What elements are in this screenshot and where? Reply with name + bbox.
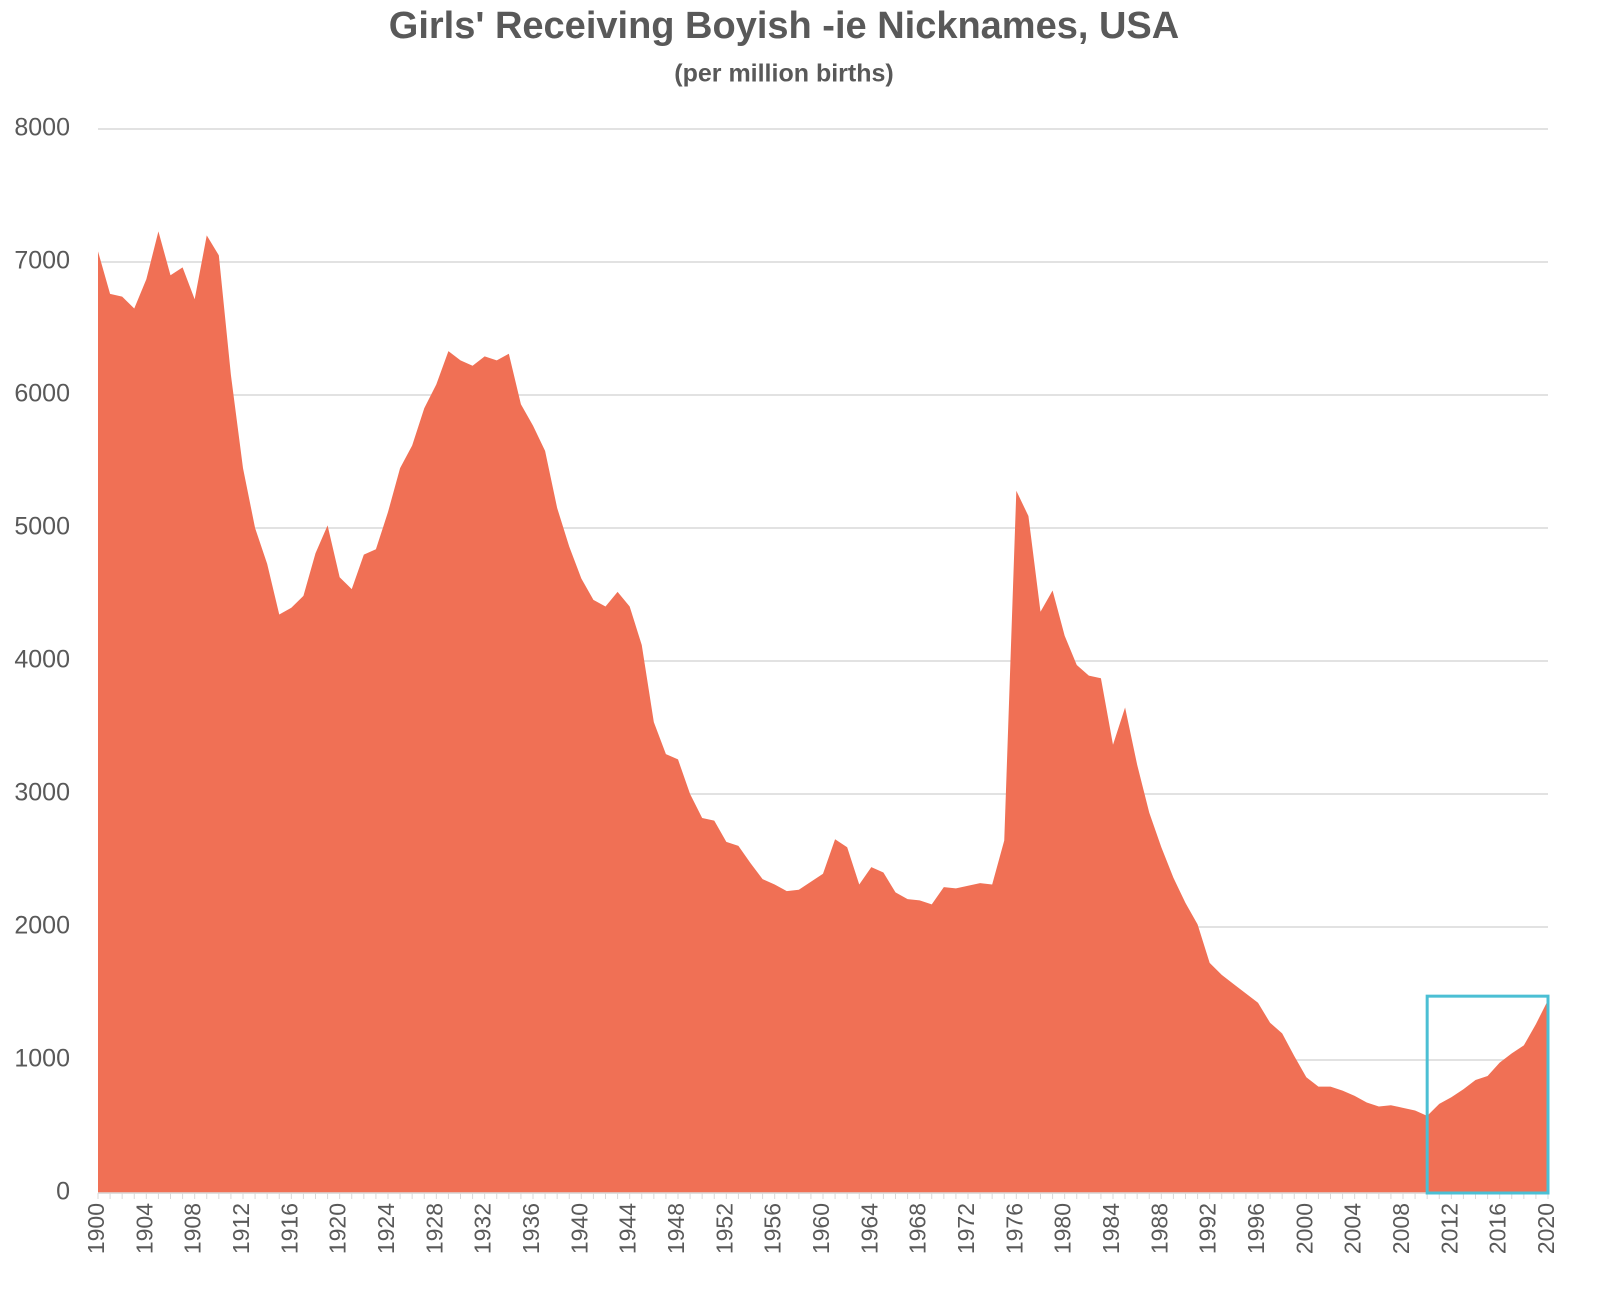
x-tick-label: 1916: [276, 1203, 302, 1254]
x-tick-label: 1948: [663, 1203, 689, 1254]
y-tick-label: 6000: [14, 380, 70, 408]
x-tick-label: 2020: [1533, 1203, 1559, 1254]
x-tick-label: 2012: [1436, 1203, 1462, 1254]
x-tick-label: 1932: [470, 1203, 496, 1254]
x-tick-label: 1920: [325, 1203, 351, 1254]
y-tick-label: 1000: [14, 1045, 70, 1073]
x-tick-label: 1900: [83, 1203, 109, 1254]
x-tick-label: 1992: [1195, 1203, 1221, 1254]
x-tick-label: 1960: [808, 1203, 834, 1254]
x-tick-label: 1924: [373, 1203, 399, 1254]
highlight-box: [1425, 994, 1550, 1195]
x-tick-label: 1944: [615, 1203, 641, 1254]
x-tick-label: 1984: [1098, 1203, 1124, 1254]
y-tick-label: 4000: [14, 646, 70, 674]
x-tick-label: 1996: [1243, 1203, 1269, 1254]
chart-subtitle: (per million births): [674, 60, 893, 88]
x-tick-label: 1988: [1146, 1203, 1172, 1254]
chart-title: Girls' Receiving Boyish -ie Nicknames, U…: [389, 5, 1179, 47]
y-tick-label: 7000: [14, 247, 70, 275]
x-tick-label: 2000: [1291, 1203, 1317, 1254]
x-tick-label: 1964: [856, 1203, 882, 1254]
x-tick-label: 1904: [131, 1203, 157, 1254]
x-tick-label: 2004: [1340, 1203, 1366, 1254]
x-tick-label: 2008: [1388, 1203, 1414, 1254]
x-tick-label: 1980: [1050, 1203, 1076, 1254]
x-tick-label: 1968: [905, 1203, 931, 1254]
y-tick-label: 2000: [14, 912, 70, 940]
x-tick-label: 1928: [421, 1203, 447, 1254]
x-tick-label: 1972: [953, 1203, 979, 1254]
x-tick-label: 1956: [760, 1203, 786, 1254]
x-tick-label: 1912: [228, 1203, 254, 1254]
x-tick-label: 1976: [1001, 1203, 1027, 1254]
area: [98, 231, 1548, 1193]
y-tick-label: 3000: [14, 779, 70, 807]
x-tick-label: 1952: [711, 1203, 737, 1254]
y-tick-label: 8000: [14, 114, 70, 142]
x-tick-label: 1936: [518, 1203, 544, 1254]
x-tick-label: 2016: [1485, 1203, 1511, 1254]
y-tick-label: 0: [56, 1178, 70, 1206]
y-tick-label: 5000: [14, 513, 70, 541]
x-tick-label: 1940: [566, 1203, 592, 1254]
x-tick-label: 1908: [180, 1203, 206, 1254]
